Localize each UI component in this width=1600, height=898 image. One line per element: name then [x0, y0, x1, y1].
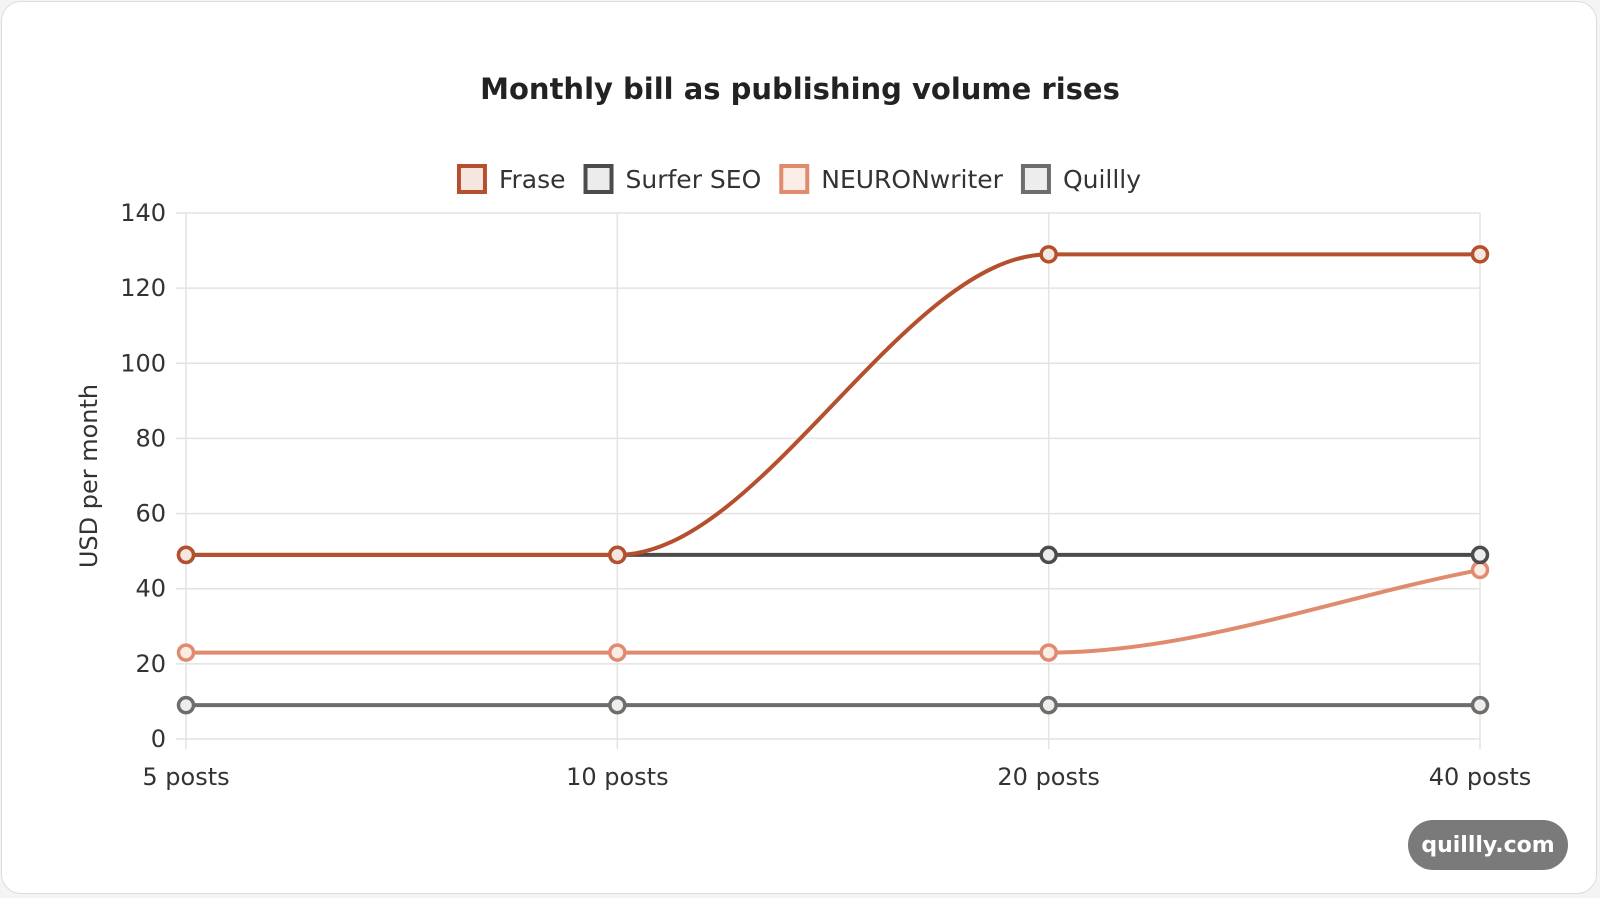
y-tick-label: 40: [135, 575, 166, 603]
data-point-quillly: [608, 695, 627, 715]
series-line-frase: [186, 252, 1480, 557]
y-tick-label: 140: [120, 199, 166, 227]
x-axis: 5 posts 10 posts 20 posts 40 posts: [142, 763, 1531, 791]
data-point-quillly: [1039, 695, 1058, 715]
y-tick-label: 0: [151, 725, 166, 753]
x-tick-label: 20 posts: [997, 763, 1100, 791]
data-point-neuronwriter: [608, 643, 627, 662]
series-frase: [176, 245, 1490, 565]
y-axis-label: USD per month: [75, 384, 103, 568]
data-point-neuronwriter: [1470, 560, 1490, 580]
x-tick-label: 40 posts: [1429, 763, 1532, 791]
y-tick-label: 60: [135, 500, 166, 528]
data-point-neuronwriter: [176, 643, 196, 662]
legend-label-quillly: Quillly: [1063, 165, 1141, 194]
legend-label-surfer-seo: Surfer SEO: [626, 165, 762, 194]
series-quillly: [176, 695, 1490, 715]
data-point-surfer-seo: [1470, 545, 1490, 565]
legend-swatch-surfer-seo: [583, 164, 614, 194]
legend-label-frase: Frase: [499, 165, 566, 194]
series-line-neuronwriter: [186, 567, 1481, 655]
y-tick-label: 20: [135, 650, 166, 678]
x-tick-label: 10 posts: [566, 763, 669, 791]
legend-swatch-quillly: [1020, 164, 1051, 194]
data-point-quillly: [176, 695, 196, 715]
chart-title: Monthly bill as publishing volume rises: [480, 72, 1120, 106]
watermark-badge[interactable]: quillly.com: [1408, 820, 1568, 870]
legend: Frase Surfer SEO NEURONwriter Quillly: [456, 164, 1141, 194]
x-tick-label: 5 posts: [142, 763, 229, 791]
grid: [185, 212, 1481, 749]
legend-label-neuronwriter: NEURONwriter: [821, 165, 1003, 194]
data-point-frase: [608, 545, 627, 565]
y-tick-label: 120: [120, 274, 166, 302]
data-point-surfer-seo: [1039, 545, 1058, 565]
data-point-quillly: [1470, 695, 1490, 715]
legend-item-surfer-seo[interactable]: Surfer SEO: [583, 164, 762, 194]
series-lines: [176, 245, 1490, 715]
legend-item-frase[interactable]: Frase: [456, 164, 566, 194]
legend-item-neuronwriter[interactable]: NEURONwriter: [779, 164, 1004, 194]
y-tick-label: 100: [120, 349, 166, 377]
data-point-frase: [176, 545, 196, 565]
legend-swatch-neuronwriter: [779, 164, 810, 194]
series-neuronwriter: [176, 560, 1490, 662]
data-point-frase: [1039, 245, 1058, 264]
y-tick-label: 80: [135, 424, 166, 452]
legend-item-quillly[interactable]: Quillly: [1020, 164, 1141, 194]
data-point-frase: [1470, 245, 1490, 264]
legend-swatch-frase: [456, 164, 487, 194]
data-point-neuronwriter: [1039, 643, 1058, 662]
y-axis: 0 20 40 60 80 100 120 140: [120, 199, 186, 753]
